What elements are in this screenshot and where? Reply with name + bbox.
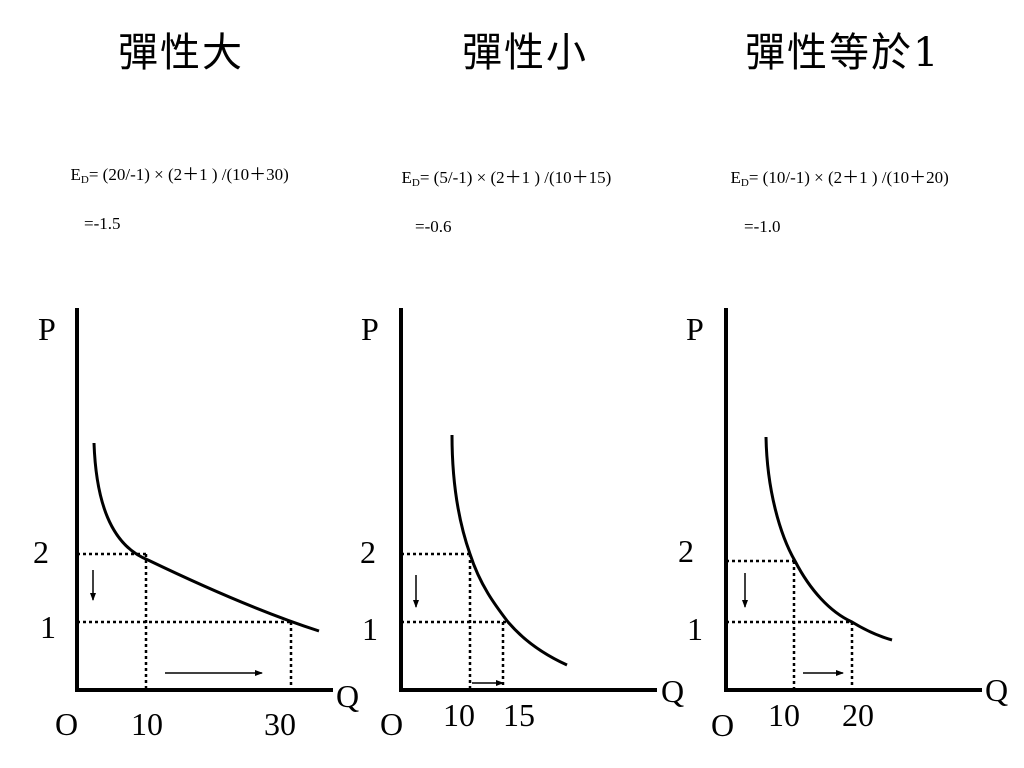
formula-elastic: ED= (20/-1) × (2＋1 ) /(10＋30) =-1.5 — [62, 142, 289, 257]
price-label-1: 1 — [687, 611, 703, 647]
qty-label-30: 30 — [264, 706, 296, 742]
formula-result: =-0.6 — [415, 217, 452, 236]
price-label-1: 1 — [40, 609, 56, 645]
formula-expression: = (5/-1) × (2＋1 ) /(10＋15) — [419, 168, 612, 187]
demand-curve — [764, 436, 893, 642]
diagram-inelastic: P Q O 2 1 10 15 — [360, 308, 684, 742]
formula-e: E — [730, 168, 741, 187]
qty-label-10: 10 — [443, 697, 475, 733]
price-label-2: 2 — [678, 533, 694, 569]
demand-curve — [92, 442, 320, 633]
diagram-elastic: P Q O 2 1 10 30 — [33, 308, 359, 742]
q-axis-label: Q — [661, 673, 684, 709]
diagram-unit-elastic: P Q O 2 1 10 20 — [678, 308, 1008, 743]
formula-expression: = (20/-1) × (2＋1 ) /(10＋30) — [88, 165, 289, 184]
price-label-2: 2 — [33, 534, 49, 570]
qty-label-10: 10 — [131, 706, 163, 742]
formula-inelastic: ED= (5/-1) × (2＋1 ) /(10＋15) =-0.6 — [393, 145, 612, 260]
formula-e: E — [401, 168, 412, 187]
panel-title-unit-elastic: 彈性等於1 — [745, 30, 941, 76]
p-axis-label: P — [686, 311, 704, 347]
formula-e: E — [70, 165, 81, 184]
formula-d: D — [411, 177, 420, 189]
formula-unit-elastic: ED= (10/-1) × (2＋1 ) /(10＋20) =-1.0 — [722, 145, 949, 260]
qty-label-10: 10 — [768, 697, 800, 733]
formula-result: =-1.5 — [84, 214, 121, 233]
origin-label: O — [711, 707, 734, 743]
formula-result: =-1.0 — [744, 217, 781, 236]
price-label-1: 1 — [362, 611, 378, 647]
formula-d: D — [740, 177, 749, 189]
price-label-2: 2 — [360, 534, 376, 570]
p-axis-label: P — [361, 311, 379, 347]
qty-label-20: 20 — [842, 697, 874, 733]
p-axis-label: P — [38, 311, 56, 347]
qty-label-15: 15 — [503, 697, 535, 733]
q-axis-label: Q — [336, 678, 359, 714]
origin-label: O — [380, 706, 403, 742]
panel-title-elastic: 彈性大 — [118, 30, 244, 76]
formula-d: D — [80, 174, 89, 186]
q-axis-label: Q — [985, 672, 1008, 708]
demand-curve — [450, 434, 568, 667]
origin-label: O — [55, 706, 78, 742]
panel-title-inelastic: 彈性小 — [462, 30, 588, 76]
formula-expression: = (10/-1) × (2＋1 ) /(10＋20) — [748, 168, 949, 187]
